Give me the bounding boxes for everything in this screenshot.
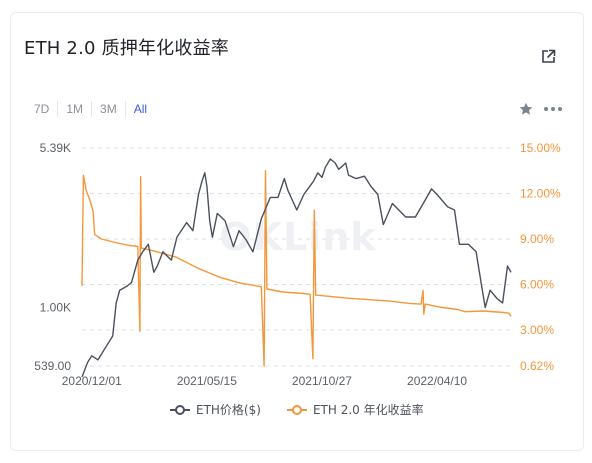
watermark: OKLink (219, 215, 376, 259)
external-link-icon[interactable] (539, 48, 557, 66)
y-axis-left: 5.39K 1.00K 539.00 (34, 141, 71, 373)
y-left-tick-label: 1.00K (40, 300, 71, 314)
more-icon[interactable] (543, 106, 563, 112)
range-1m[interactable]: 1M (57, 101, 91, 117)
y-left-tick-label: 539.00 (34, 359, 71, 373)
y-right-tick-label: 12.00% (520, 186, 561, 200)
range-7d[interactable]: 7D (34, 102, 50, 116)
x-tick-label: 2022/04/10 (407, 374, 467, 388)
series-layer (81, 158, 512, 378)
legend: ETH价格($) ETH 2.0 年化收益率 (170, 401, 450, 418)
page-title: ETH 2.0 质押年化收益率 (24, 38, 229, 59)
legend-label-price: ETH价格($) (196, 403, 261, 417)
chart-card (10, 12, 584, 451)
legend-swatch-price (170, 404, 190, 415)
x-axis: 2020/12/01 2021/05/15 2021/10/27 2022/04/10 (62, 374, 468, 388)
legend-swatch-apr (286, 404, 307, 415)
x-tick-label: 2020/12/01 (62, 374, 122, 388)
legend-item-price[interactable]: ETH价格($) (170, 401, 261, 418)
y-right-tick-label: 0.62% (520, 359, 554, 373)
series-line-price (81, 158, 512, 378)
y-right-tick-label: 9.00% (520, 232, 554, 246)
star-icon[interactable] (519, 102, 533, 116)
legend-label-apr: ETH 2.0 年化收益率 (312, 403, 424, 417)
range-all[interactable]: All (124, 101, 155, 117)
y-right-tick-label: 3.00% (520, 323, 554, 337)
x-tick-label: 2021/10/27 (292, 374, 352, 388)
legend-item-apr[interactable]: ETH 2.0 年化收益率 (286, 401, 424, 418)
time-range-selector: 7D 1M 3M All (30, 100, 155, 118)
y-right-tick-label: 6.00% (520, 277, 554, 291)
x-tick-label: 2021/05/15 (177, 374, 237, 388)
series-line-apr (81, 170, 512, 367)
range-3m[interactable]: 3M (91, 101, 125, 117)
y-left-tick-label: 5.39K (40, 141, 71, 155)
y-right-tick-label: 15.00% (520, 141, 561, 155)
y-axis-right: 15.00% 12.00% 9.00% 6.00% 3.00% 0.62% (520, 141, 561, 373)
